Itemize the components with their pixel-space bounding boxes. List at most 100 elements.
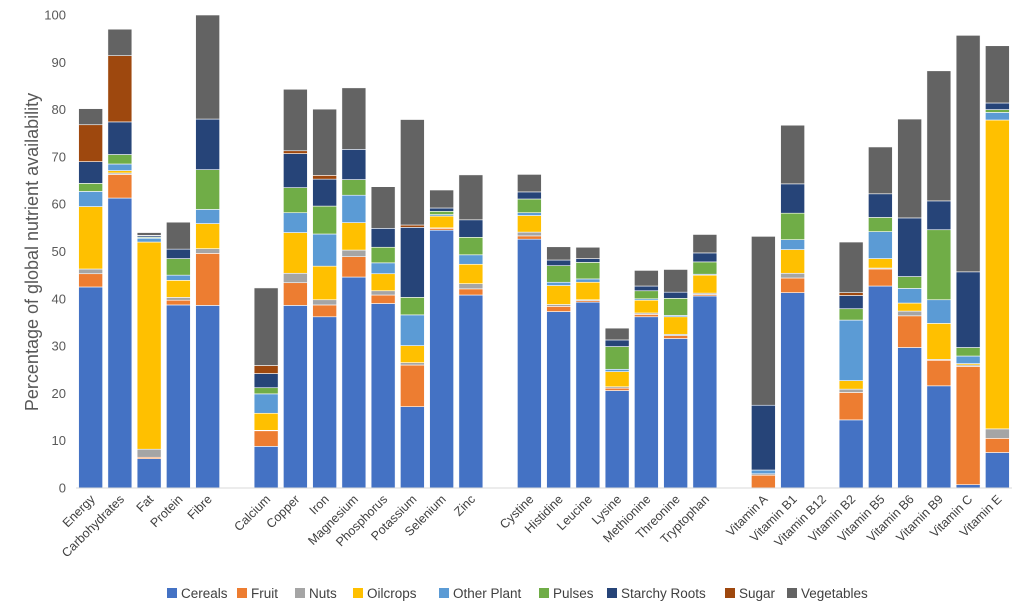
legend-swatch [439, 588, 449, 598]
bar-segment [926, 323, 952, 360]
bar-segment [195, 223, 220, 249]
bar-segment [780, 249, 805, 274]
bar-segment [166, 274, 191, 281]
bar-segment [575, 246, 601, 259]
bar-segment [283, 150, 308, 154]
bar-segment [166, 280, 191, 298]
bar-segment [868, 231, 893, 259]
bar-segment [253, 387, 279, 395]
bar-segment [926, 299, 952, 324]
bar-segment [838, 308, 864, 321]
bar-segment [663, 291, 688, 299]
bar-segment [370, 273, 396, 292]
x-tick-label: Protein [148, 492, 186, 530]
y-tick-label: 20 [52, 386, 66, 401]
bar-segment [136, 237, 162, 243]
bar-segment [546, 311, 571, 489]
bar-segment [575, 278, 601, 283]
bar-segment [868, 258, 893, 269]
bar-segment [370, 294, 396, 304]
bar-segment [838, 295, 864, 310]
y-tick-label: 80 [52, 102, 66, 117]
legend-label: Nuts [309, 586, 337, 601]
bar-segment [195, 14, 220, 120]
plot-area: 0102030405060708090100EnergyCarbohydrate… [44, 8, 1012, 560]
bar-segment [195, 209, 220, 224]
bar-segment [107, 28, 133, 56]
bar-segment [926, 229, 952, 301]
legend-label: Oilcrops [367, 586, 417, 601]
bar-segment [838, 392, 864, 421]
bar-segment [838, 292, 864, 296]
bar-segment [517, 235, 542, 240]
bar-segment [546, 281, 571, 286]
bar-segment [955, 35, 981, 273]
bar-segment [604, 368, 630, 372]
bar-segment [107, 170, 133, 174]
bar-segment [517, 174, 542, 193]
bar-segment [517, 191, 542, 200]
bar-segment [546, 306, 571, 312]
x-tick-label: Fat [134, 492, 157, 515]
bar-segment [546, 285, 571, 305]
bar-segment [136, 448, 162, 458]
bar-segment [312, 299, 337, 306]
bar-segment [370, 290, 396, 296]
bar-segment [868, 193, 893, 218]
bar-segment [546, 246, 571, 261]
bar-segment [312, 265, 337, 301]
bar-segment [166, 297, 191, 301]
bar-segment [400, 297, 425, 316]
legend-swatch [237, 588, 247, 598]
bar-segment [751, 236, 776, 406]
bar-segment [751, 474, 776, 489]
bar-segment [692, 295, 718, 489]
bar-segment [546, 265, 571, 283]
bar-segment [751, 404, 776, 471]
y-axis-label: Percentage of global nutrient availabili… [22, 93, 42, 411]
bar-segment [663, 269, 688, 293]
bar-segment [195, 305, 220, 489]
bar-segment [780, 239, 805, 250]
bar-segment [458, 219, 484, 238]
bar-segment [107, 154, 133, 165]
y-tick-label: 30 [52, 339, 66, 354]
bar-segment [838, 388, 864, 393]
bar-segment [897, 118, 922, 219]
bar-segment [604, 371, 630, 388]
legend-label: Vegetables [801, 586, 868, 601]
bar-segment [78, 161, 103, 184]
legend-label: Sugar [739, 586, 776, 601]
bar-segment [283, 88, 308, 152]
bar-segment [458, 237, 484, 256]
bar-segment [838, 319, 864, 381]
bar-segment [897, 315, 922, 348]
bar-segment [868, 268, 893, 287]
bar-segment [78, 183, 103, 192]
bar-segment [429, 229, 454, 489]
bar-segment [370, 303, 396, 489]
bar-segment [985, 438, 1010, 453]
legend-swatch [725, 588, 735, 598]
bar-segment [985, 102, 1010, 110]
legend-swatch [167, 588, 177, 598]
bar-segment [780, 277, 805, 293]
legend-swatch [295, 588, 305, 598]
legend-swatch [353, 588, 363, 598]
bar-segment [985, 109, 1010, 113]
bar-segment [253, 446, 279, 489]
legend-swatch [787, 588, 797, 598]
bar-segment [517, 238, 542, 489]
bar-segment [195, 169, 220, 210]
bar-segment [604, 339, 630, 347]
bar-segment [868, 146, 893, 195]
bar-segment [517, 215, 542, 233]
bar-segment [341, 87, 367, 150]
bar-segment [634, 299, 659, 314]
bar-segment [604, 346, 630, 370]
bar-segment [312, 233, 337, 267]
bar-segment [107, 197, 133, 489]
bar-segment [370, 262, 396, 275]
bar-segment [312, 316, 337, 489]
bar-segment [166, 304, 191, 489]
